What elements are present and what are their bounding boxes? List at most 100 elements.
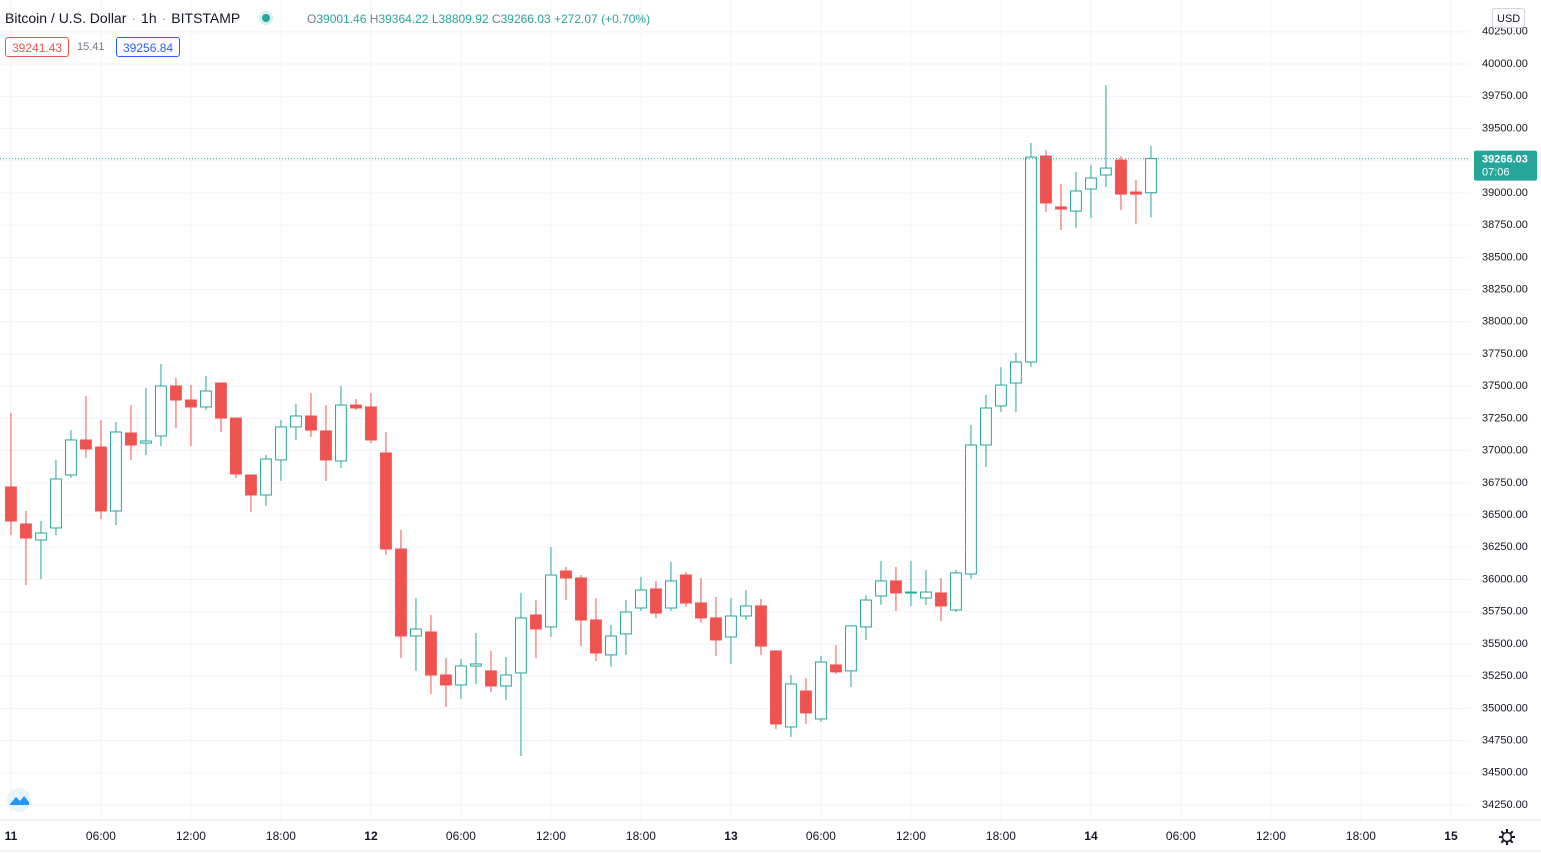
candle-body (170, 385, 182, 401)
candle-body (905, 591, 917, 594)
symbol-title: Bitcoin / U.S. Dollar (5, 10, 127, 26)
y-tick-label: 35500.00 (1482, 638, 1528, 650)
candle-body (770, 650, 782, 725)
x-tick-label: 12:00 (896, 829, 926, 843)
candle-body (215, 382, 227, 419)
y-tick-label: 38250.00 (1482, 283, 1528, 295)
candle-body (20, 523, 32, 539)
price-label: 39266.03 (1482, 154, 1528, 166)
ohlc-letter: C (491, 12, 501, 26)
sell-button[interactable]: 39241.43 (5, 37, 70, 57)
candle-body (530, 614, 542, 630)
candle-body (410, 628, 422, 637)
logo[interactable] (5, 788, 35, 812)
x-tick-label: 18:00 (1346, 829, 1376, 843)
y-tick-label: 39750.00 (1482, 90, 1528, 102)
candle-body (335, 404, 347, 462)
candle-body (995, 384, 1007, 407)
candle-body (515, 617, 527, 674)
candle-body (305, 415, 317, 431)
candle-body (950, 572, 962, 611)
candle-body (230, 417, 242, 475)
candle-body (560, 570, 572, 579)
interval: 1h (141, 10, 157, 26)
candle-body (1070, 190, 1082, 212)
ohlc-value: 39364.22 (378, 12, 429, 26)
grid (0, 0, 1470, 820)
x-tick-label: 12:00 (1256, 829, 1286, 843)
y-tick-label: 34750.00 (1482, 735, 1528, 747)
y-tick-label: 38750.00 (1482, 219, 1528, 231)
candle-body (125, 432, 137, 446)
candle-body (440, 674, 452, 686)
candle-body (1010, 361, 1022, 384)
candle-body (830, 664, 842, 673)
y-tick-label: 39500.00 (1482, 122, 1528, 134)
candle-body (815, 661, 827, 720)
candle-body (485, 670, 497, 687)
buy-button[interactable]: 39256.84 (116, 37, 181, 57)
candle-body (185, 399, 197, 408)
spread: 15.41 (77, 41, 105, 53)
candle-body (935, 592, 947, 607)
x-tick-label: 18:00 (626, 829, 656, 843)
ohlc-letter: H (369, 12, 379, 26)
market-status (262, 14, 271, 22)
ohlc-value: 39001.46 (316, 12, 367, 26)
candle-body (5, 486, 17, 522)
ohlc-value: 39266.03 (500, 12, 551, 26)
change: +272.07 (554, 12, 598, 26)
candle-body (890, 580, 902, 594)
settings-button[interactable] (1497, 827, 1517, 847)
candle-body (1025, 156, 1037, 363)
candle-body (980, 407, 992, 446)
candle-body (920, 591, 932, 599)
candle-body (425, 631, 437, 676)
x-tick-label: 06:00 (1166, 829, 1196, 843)
symbol-header[interactable]: Bitcoin / U.S. Dollar · 1h · BITSTAMP (5, 10, 271, 26)
candle-body (590, 619, 602, 654)
x-tick-label: 18:00 (266, 829, 296, 843)
candle-body (140, 440, 152, 444)
x-tick-label: 06:00 (806, 829, 836, 843)
y-tick-label: 40250.00 (1482, 26, 1528, 38)
ohlc-value: 38809.92 (438, 12, 489, 26)
candle-body (275, 426, 287, 461)
candle-body (365, 406, 377, 441)
candle-body (860, 599, 872, 628)
separator: · (161, 10, 167, 26)
currency-button[interactable]: USD (1492, 8, 1526, 28)
candle-body (620, 611, 632, 635)
candle-body (320, 430, 332, 461)
x-tick-label: 15 (1444, 829, 1458, 843)
candle-body (290, 415, 302, 428)
candle-body (35, 532, 47, 541)
candle-body (740, 605, 752, 617)
candle-body (50, 478, 62, 529)
candle-body (755, 605, 767, 647)
x-tick-label: 12:00 (176, 829, 206, 843)
y-tick-label: 36750.00 (1482, 477, 1528, 489)
candle-body (1100, 167, 1112, 176)
candle-body (695, 602, 707, 619)
candle-body (350, 404, 362, 409)
countdown: 07:06 (1482, 167, 1510, 179)
candle-body (260, 458, 272, 496)
candle-body (680, 574, 692, 604)
x-tick-label: 06:00 (446, 829, 476, 843)
y-tick-label: 38500.00 (1482, 251, 1528, 263)
candle-body (1040, 155, 1052, 204)
exchange: BITSTAMP (171, 10, 241, 26)
candle-body (635, 589, 647, 609)
candle-body (80, 439, 92, 450)
candle-body (845, 625, 857, 672)
candle-body (65, 439, 77, 476)
candle-body (1130, 191, 1142, 195)
candle-body (965, 444, 977, 575)
candle-body (575, 577, 587, 621)
candle-body (650, 588, 662, 614)
candle-body (110, 431, 122, 512)
candle-body (875, 580, 887, 597)
y-tick-label: 34250.00 (1482, 799, 1528, 811)
